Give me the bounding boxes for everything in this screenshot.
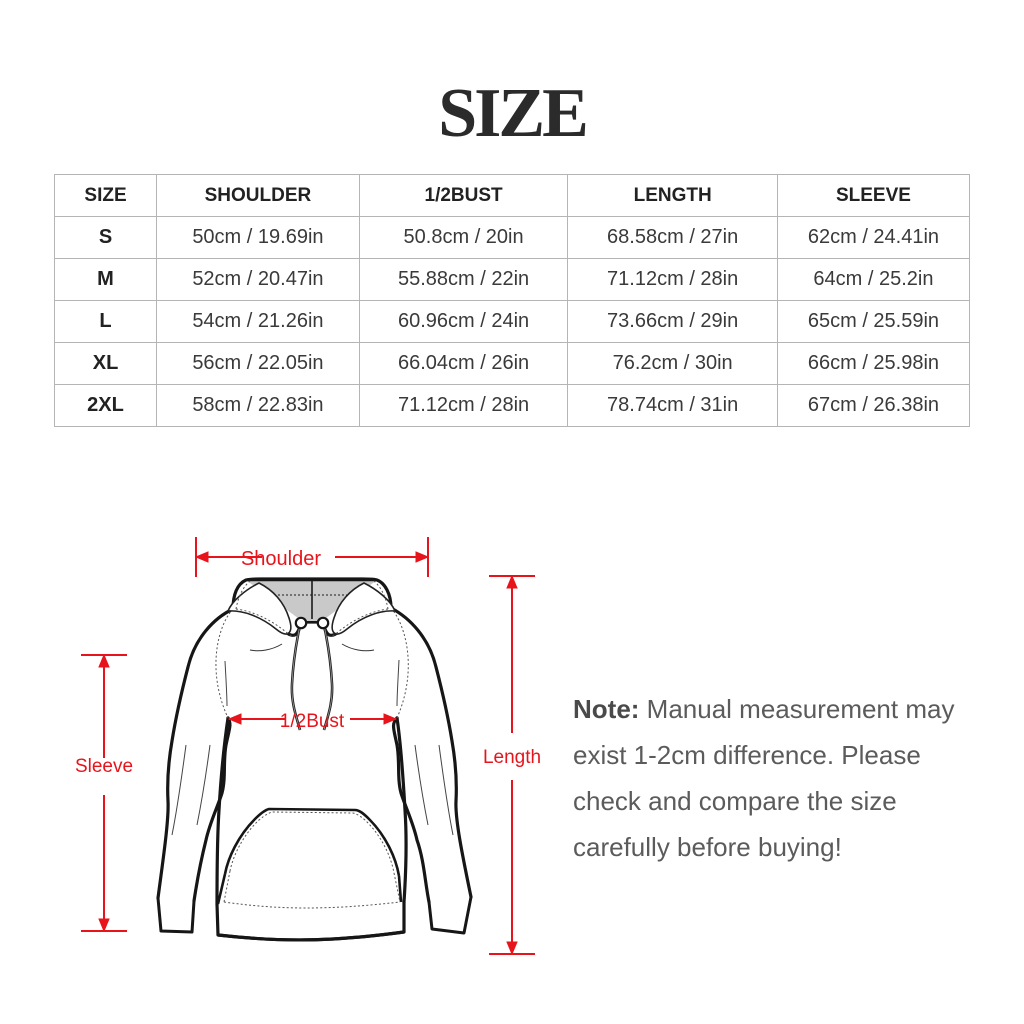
svg-text:Sleeve: Sleeve: [75, 756, 133, 777]
svg-text:Shoulder: Shoulder: [241, 548, 321, 570]
svg-text:Length: Length: [483, 747, 541, 768]
svg-text:1/2Bust: 1/2Bust: [280, 711, 345, 732]
